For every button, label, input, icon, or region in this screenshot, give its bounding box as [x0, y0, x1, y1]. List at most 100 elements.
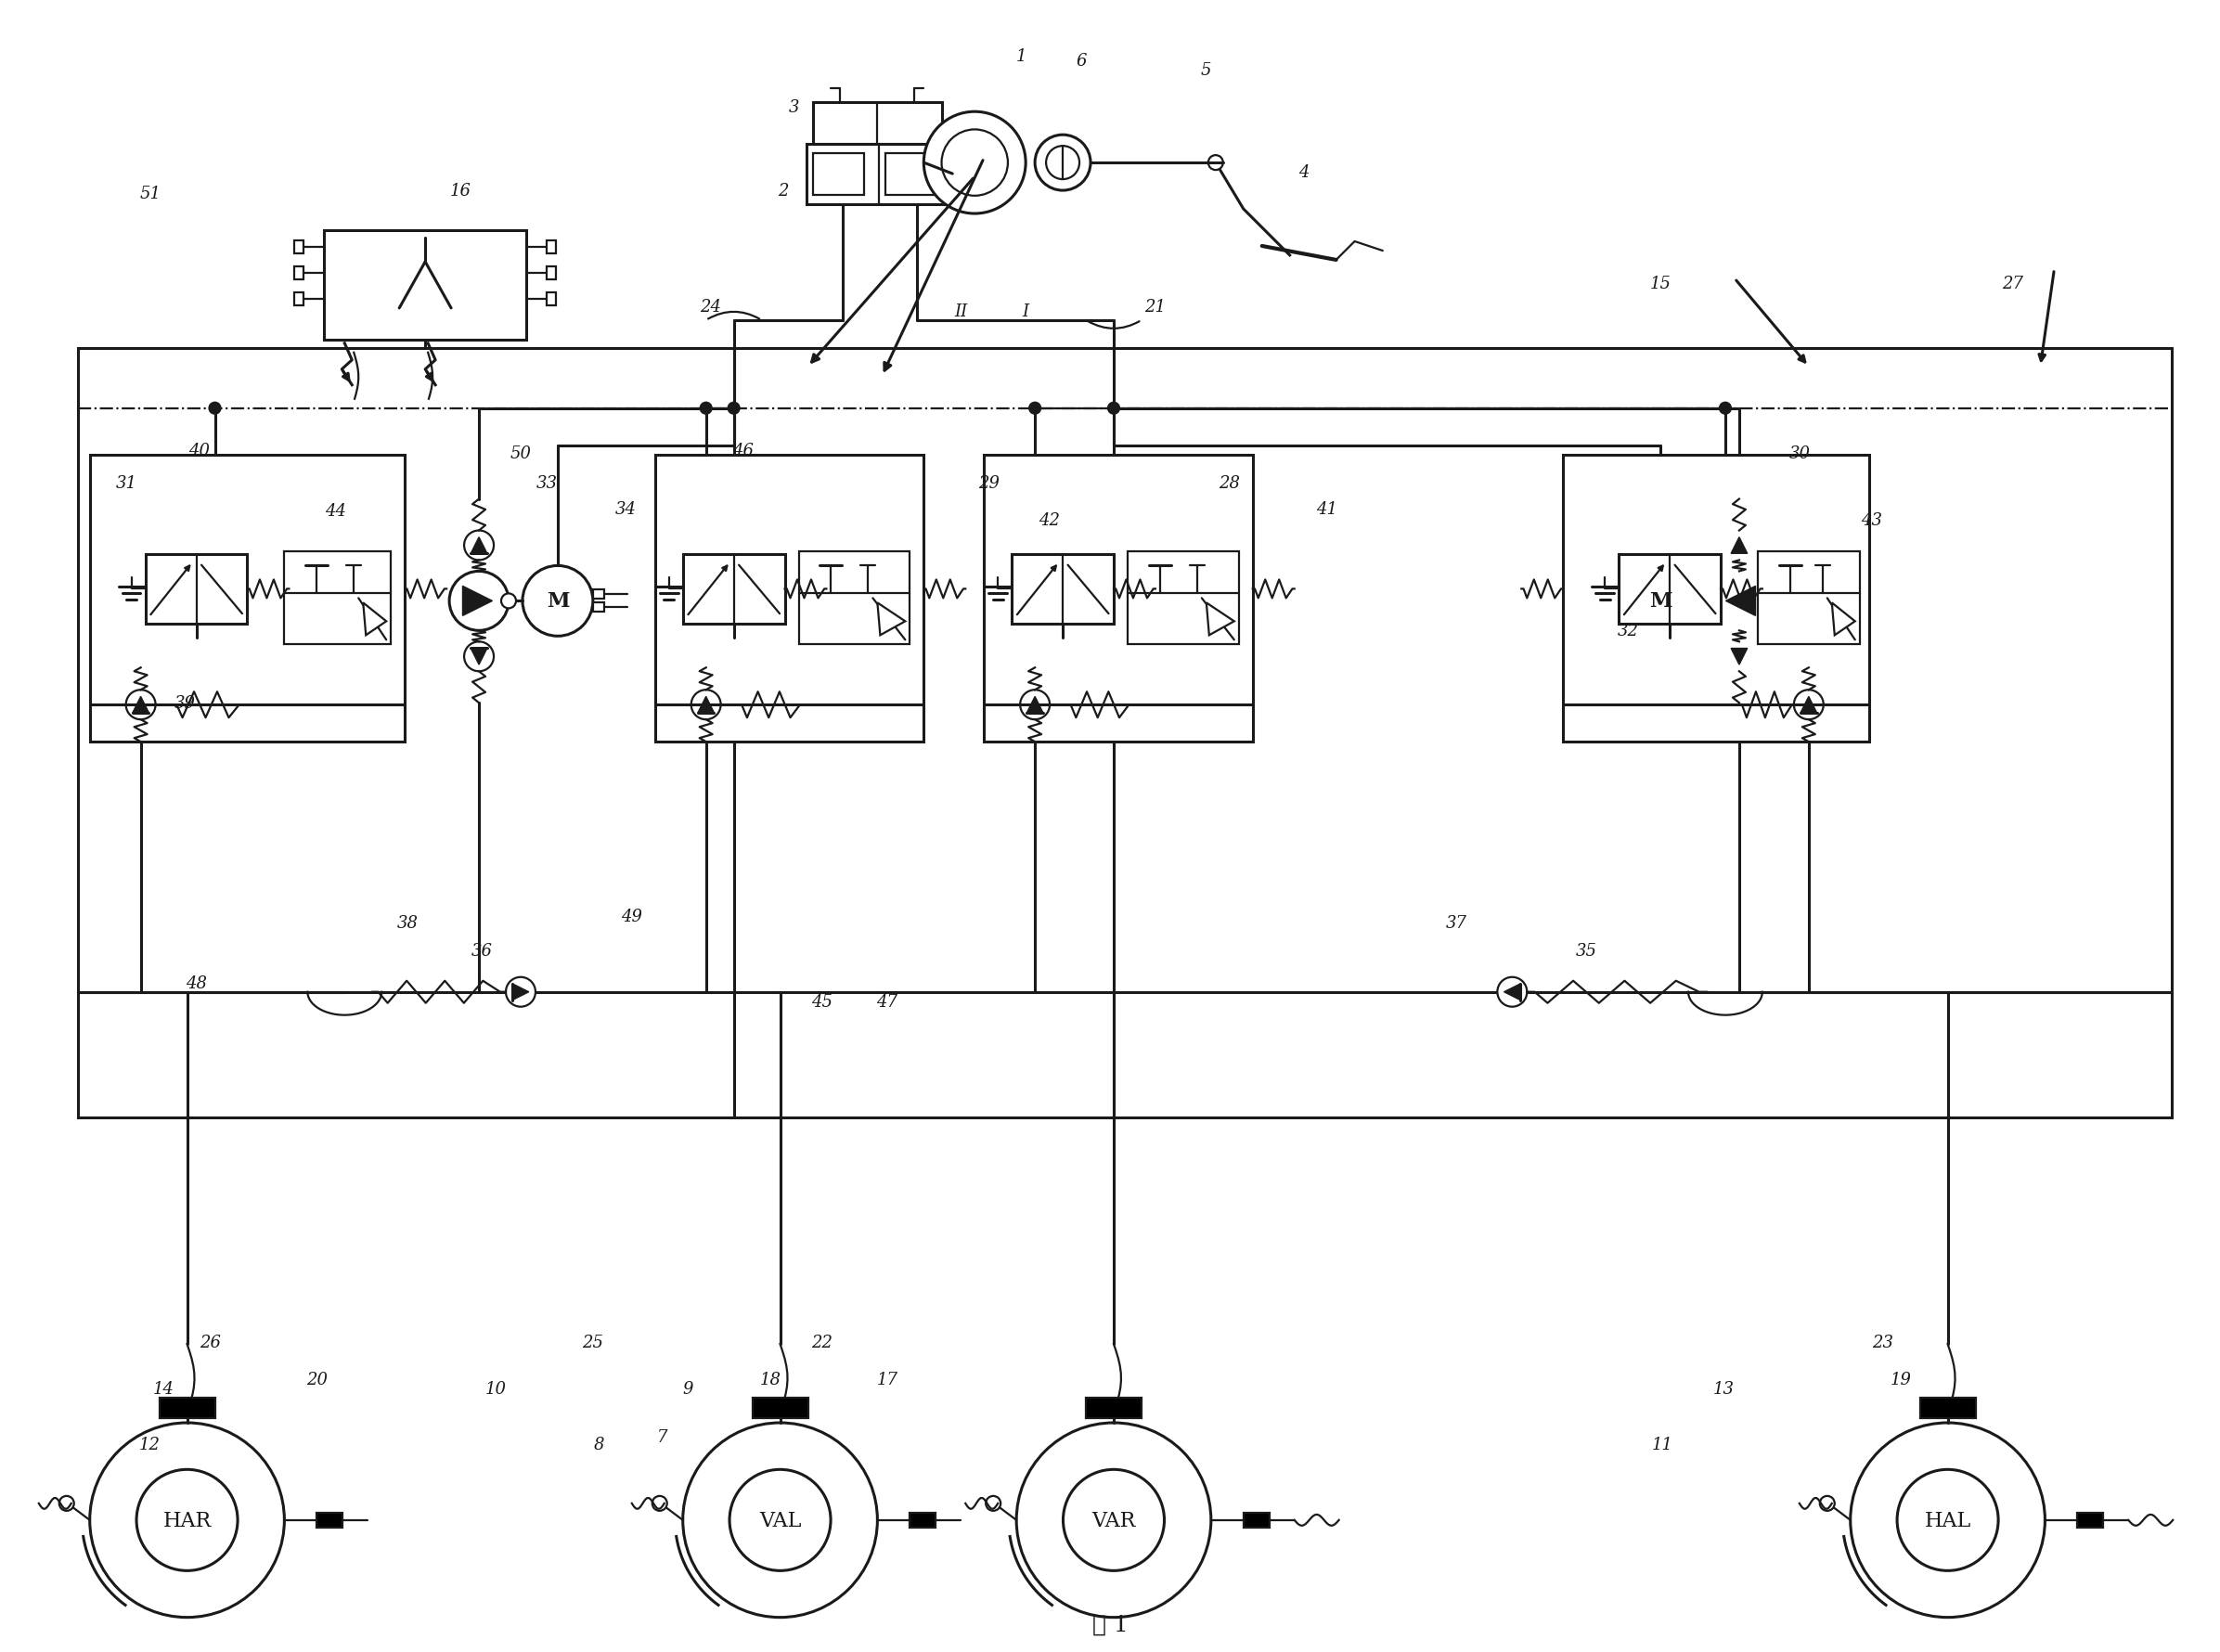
Circle shape [1496, 978, 1527, 1008]
Circle shape [690, 691, 722, 720]
Text: 9: 9 [682, 1381, 693, 1398]
Text: 40: 40 [189, 443, 209, 459]
Circle shape [1725, 643, 1754, 672]
Text: 28: 28 [1219, 474, 1241, 491]
Circle shape [1017, 1422, 1210, 1617]
Text: M: M [1649, 591, 1672, 611]
Bar [1012, 555, 1114, 624]
Circle shape [1820, 1497, 1834, 1512]
Bar [1614, 590, 1625, 600]
Bar [806, 145, 952, 205]
Polygon shape [1832, 603, 1856, 636]
Polygon shape [1205, 603, 1234, 636]
Bar [546, 292, 555, 306]
Text: 44: 44 [324, 502, 346, 519]
Text: 图 1: 图 1 [1092, 1614, 1128, 1634]
Circle shape [135, 1470, 238, 1571]
Circle shape [728, 403, 739, 415]
Circle shape [1794, 691, 1823, 720]
Text: 19: 19 [1891, 1371, 1911, 1388]
Text: I: I [1023, 304, 1030, 320]
Polygon shape [1732, 649, 1747, 666]
Bar [1614, 603, 1625, 613]
Circle shape [986, 1497, 1001, 1512]
Text: II: II [955, 304, 968, 320]
Text: 46: 46 [733, 443, 755, 459]
Text: 22: 22 [810, 1333, 832, 1351]
Circle shape [1108, 403, 1119, 415]
Circle shape [60, 1497, 73, 1512]
Text: 45: 45 [810, 993, 832, 1009]
Text: 7: 7 [657, 1429, 668, 1446]
Bar [813, 154, 864, 197]
Text: 6: 6 [1077, 53, 1086, 69]
Bar [2078, 1513, 2102, 1528]
Text: 4: 4 [1299, 164, 1310, 182]
Circle shape [730, 1470, 830, 1571]
Text: 3: 3 [788, 99, 799, 116]
Polygon shape [471, 649, 486, 666]
Circle shape [653, 1497, 666, 1512]
Text: 8: 8 [595, 1436, 604, 1452]
Text: VAR: VAR [1092, 1510, 1137, 1530]
Circle shape [1208, 155, 1223, 170]
Text: M: M [546, 591, 568, 611]
Circle shape [522, 567, 593, 636]
Polygon shape [1028, 697, 1043, 714]
Text: 5: 5 [1201, 63, 1212, 79]
Bar [324, 231, 526, 340]
Bar [593, 603, 604, 613]
Circle shape [924, 112, 1026, 215]
Text: 16: 16 [451, 183, 471, 200]
Text: 49: 49 [622, 909, 642, 925]
Bar [593, 590, 604, 600]
Circle shape [1703, 595, 1716, 610]
Circle shape [506, 978, 535, 1008]
Circle shape [209, 403, 220, 415]
Text: 18: 18 [759, 1371, 781, 1388]
Circle shape [127, 691, 155, 720]
Circle shape [464, 643, 493, 672]
Text: 25: 25 [582, 1333, 604, 1351]
Circle shape [1625, 567, 1696, 636]
Circle shape [684, 1422, 877, 1617]
Text: 17: 17 [877, 1371, 899, 1388]
Bar [1086, 1398, 1141, 1419]
Bar [160, 1398, 215, 1419]
Bar [684, 555, 784, 624]
Text: 14: 14 [153, 1381, 175, 1398]
Text: HAL: HAL [1925, 1510, 1971, 1530]
Circle shape [702, 403, 713, 415]
Bar [78, 349, 2171, 1117]
Bar [295, 241, 304, 254]
Circle shape [1725, 530, 1754, 560]
Text: 31: 31 [115, 474, 138, 491]
Text: 38: 38 [397, 915, 417, 932]
Bar [1128, 552, 1239, 644]
Text: 32: 32 [1618, 623, 1638, 639]
Text: 35: 35 [1576, 942, 1596, 958]
Text: 47: 47 [877, 993, 897, 1009]
Polygon shape [471, 537, 486, 553]
Bar [1563, 454, 1869, 742]
Bar [813, 102, 941, 145]
Bar [295, 268, 304, 281]
Bar [753, 1398, 808, 1419]
Circle shape [1851, 1422, 2045, 1617]
Text: 27: 27 [2002, 276, 2022, 292]
Circle shape [1035, 135, 1090, 192]
Bar [89, 454, 404, 742]
Text: 30: 30 [1789, 444, 1809, 461]
Circle shape [89, 1422, 284, 1617]
Circle shape [1898, 1470, 1998, 1571]
Bar [983, 454, 1252, 742]
Bar [546, 241, 555, 254]
Text: HAR: HAR [162, 1510, 211, 1530]
Bar [1618, 555, 1721, 624]
Bar [284, 552, 391, 644]
Bar [910, 1513, 937, 1528]
Text: 10: 10 [484, 1381, 506, 1398]
Text: 29: 29 [979, 474, 999, 491]
Text: 41: 41 [1316, 501, 1336, 517]
Polygon shape [877, 603, 906, 636]
